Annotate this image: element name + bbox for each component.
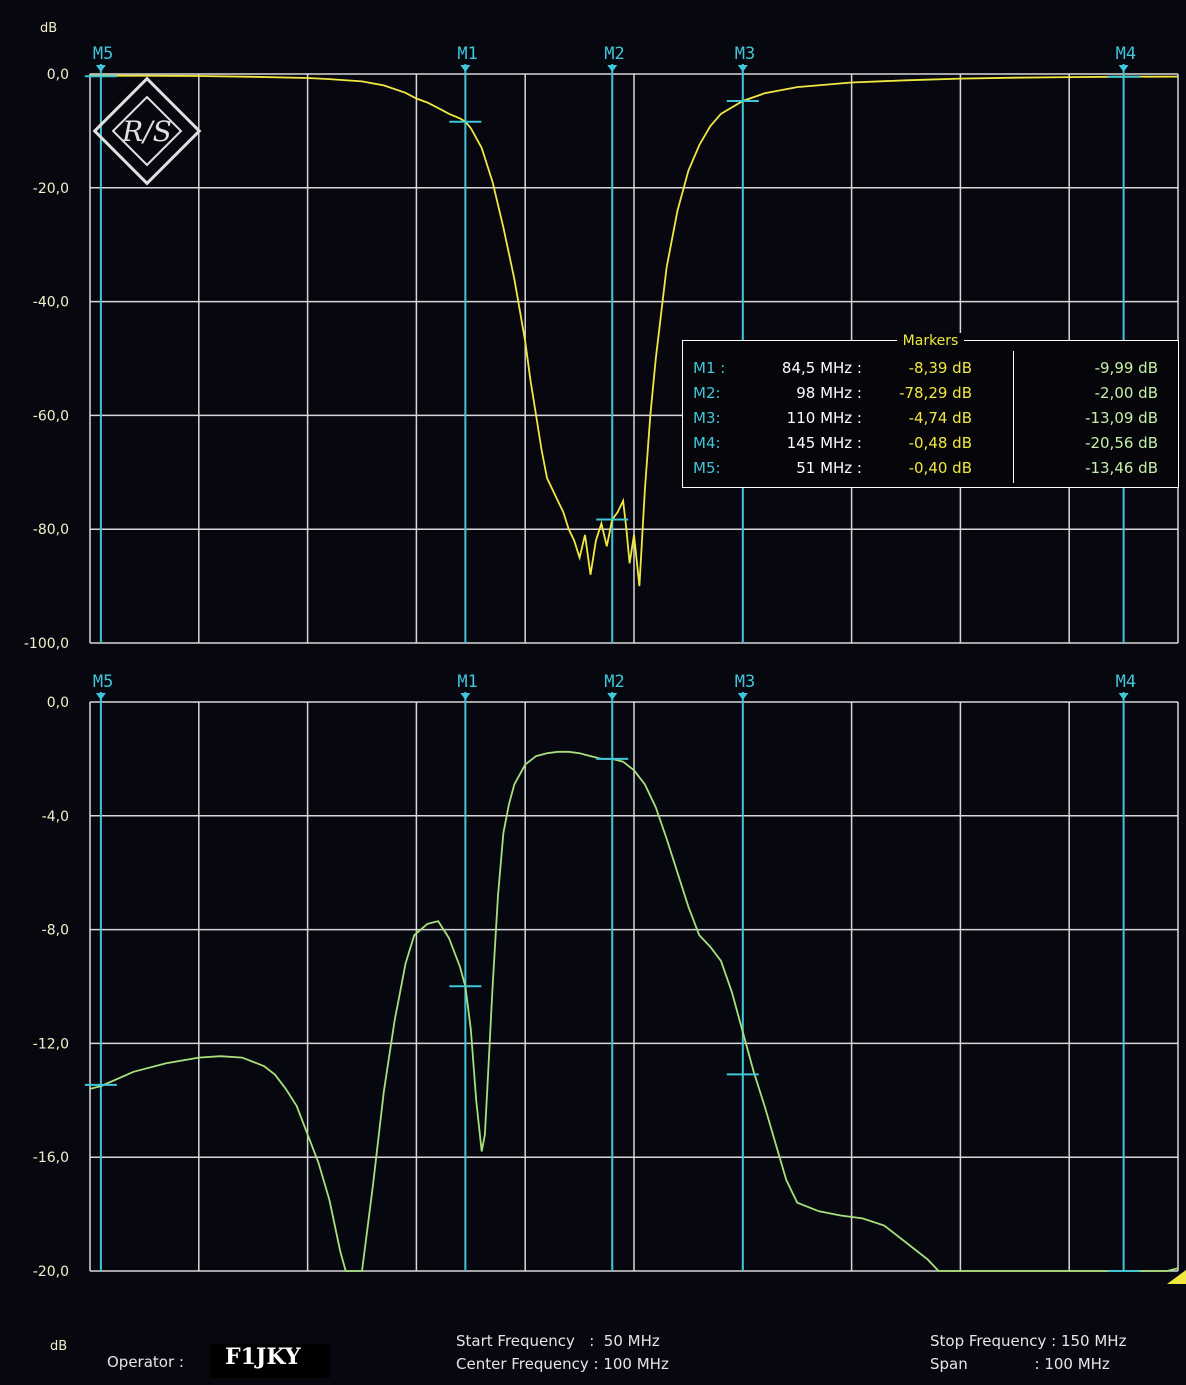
y-tick-label: -80,0 [33, 522, 69, 538]
marker-triangle-icon [737, 65, 748, 72]
marker-table-divider [1013, 351, 1014, 483]
marker-row-s21: -8,39 dB [908, 359, 972, 377]
marker-label: M3 [735, 672, 755, 692]
marker-row: M2: 98 MHz : -78,29 dB -2,00 dB [683, 381, 1180, 405]
y-tick-label: -60,0 [33, 408, 69, 424]
y-tick-label: -4,0 [42, 809, 69, 825]
marker-row-s21: -0,48 dB [908, 434, 972, 452]
marker-triangle-icon [460, 693, 471, 700]
marker-row: M3: 110 MHz : -4,74 dB -13,09 dB [683, 406, 1180, 430]
top-panel: 0,0 -20,0 -40,0 -60,0 -80,0 -100,0 M5 M1 M2 M3 M4 [24, 44, 1179, 652]
marker-row-name: M4: [693, 434, 721, 452]
stop-frequency: Stop Frequency : 150 MHz [930, 1332, 1127, 1350]
unit-label-top: dB [40, 21, 58, 36]
marker-triangle-icon [1118, 65, 1129, 72]
y-tick-label: -8,0 [42, 923, 69, 939]
marker-label: M1 [457, 672, 477, 692]
marker-row-s21: -4,74 dB [908, 409, 972, 427]
rs-logo-icon: R/S [92, 76, 202, 186]
marker-label: M4 [1116, 672, 1136, 692]
y-tick-label: -20,0 [33, 181, 69, 197]
marker-triangle-icon [607, 693, 618, 700]
marker-label: M4 [1116, 44, 1136, 64]
marker-row-name: M5: [693, 459, 721, 477]
marker-row-freq: 51 MHz : [796, 459, 862, 477]
marker-row: M5: 51 MHz : -0,40 dB -13,46 dB [683, 456, 1180, 480]
span: Span : 100 MHz [930, 1355, 1110, 1373]
marker-triangle-icon [460, 65, 471, 72]
operator-name-box [210, 1344, 330, 1378]
marker-label: M5 [93, 672, 113, 692]
unit-label-bottom: dB [50, 1339, 68, 1354]
trace-line [89, 750, 1179, 1272]
marker-row: M1 : 84,5 MHz : -8,39 dB -9,99 dB [683, 356, 1180, 380]
marker-row-freq: 110 MHz : [786, 409, 862, 427]
marker-row-name: M3: [693, 409, 721, 427]
marker-label: M2 [604, 672, 624, 692]
logo-text: R/S [121, 115, 172, 148]
y-tick-label: 0,0 [47, 695, 69, 711]
reference-level-icon [1167, 1270, 1186, 1284]
marker-label: M3 [735, 44, 755, 64]
logo-inner-diamond [111, 95, 183, 167]
trace-line [90, 74, 1179, 587]
logo-outer-diamond [92, 76, 202, 186]
marker-triangle-icon [737, 693, 748, 700]
marker-row-freq: 98 MHz : [796, 384, 862, 402]
marker-row-name: M2: [693, 384, 721, 402]
marker-row-s11: -13,46 dB [1085, 459, 1158, 477]
marker-row-freq: 145 MHz : [786, 434, 862, 452]
marker-label: M5 [93, 44, 113, 64]
marker-label: M1 [457, 44, 477, 64]
y-tick-label: -12,0 [33, 1036, 69, 1052]
start-frequency: Start Frequency : 50 MHz [456, 1332, 660, 1350]
y-tick-label: -20,0 [33, 1264, 69, 1280]
operator-name: F1JKY [225, 1344, 301, 1370]
operator-label: Operator : [107, 1353, 184, 1371]
center-frequency: Center Frequency : 100 MHz [456, 1355, 669, 1373]
marker-row-s21: -78,29 dB [899, 384, 972, 402]
marker-label: M2 [604, 44, 624, 64]
marker-row-freq: 84,5 MHz : [781, 359, 862, 377]
y-tick-label: -40,0 [33, 295, 69, 311]
bottom-panel: 0,0 -4,0 -8,0 -12,0 -16,0 -20,0 M5 M1 M2 M3 M4 [33, 672, 1179, 1280]
marker-table-title: Markers [896, 333, 965, 349]
marker-row-name: M1 : [693, 359, 726, 377]
marker-triangle-icon [95, 65, 106, 72]
marker-row-s11: -2,00 dB [1094, 384, 1158, 402]
marker-triangle-icon [1118, 693, 1129, 700]
marker-row-s21: -0,40 dB [908, 459, 972, 477]
y-tick-label: -100,0 [24, 636, 69, 652]
y-tick-label: 0,0 [47, 67, 69, 83]
marker-triangle-icon [607, 65, 618, 72]
marker-row-s11: -9,99 dB [1094, 359, 1158, 377]
marker-table: Markers M1 : 84,5 MHz : -8,39 dB -9,99 d… [682, 333, 1180, 488]
y-tick-label: -16,0 [33, 1150, 69, 1166]
marker-row-s11: -13,09 dB [1085, 409, 1158, 427]
marker-triangle-icon [95, 693, 106, 700]
marker-row-s11: -20,56 dB [1085, 434, 1158, 452]
marker-row: M4: 145 MHz : -0,48 dB -20,56 dB [683, 431, 1180, 455]
